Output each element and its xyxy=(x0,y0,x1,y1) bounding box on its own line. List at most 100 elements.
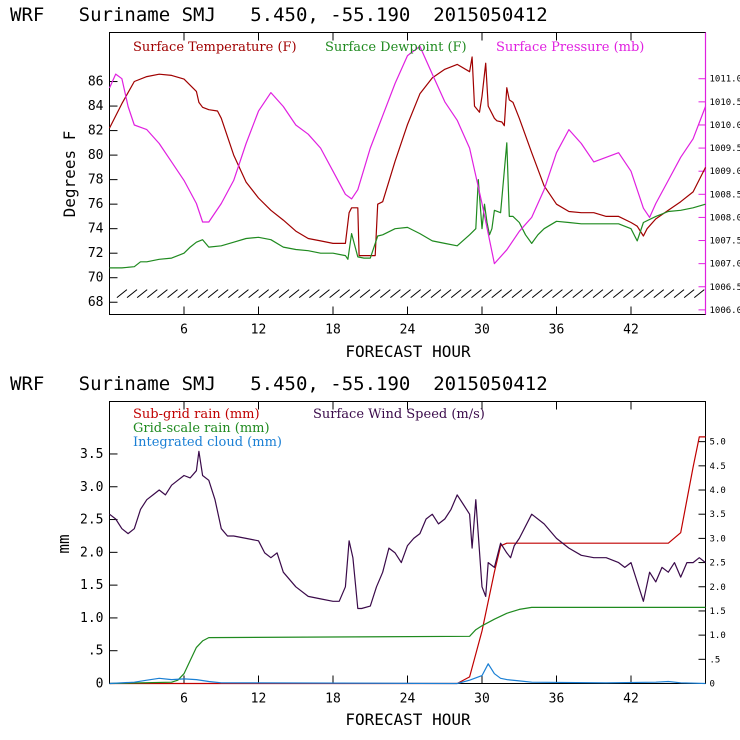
wind-barb xyxy=(238,289,249,299)
wind-barb xyxy=(298,289,310,299)
plot-frame-top xyxy=(109,32,706,315)
legend-wind: Surface Wind Speed (m/s) xyxy=(313,407,485,422)
wind-barb xyxy=(146,289,158,299)
y-label-top: Degrees F xyxy=(60,131,79,218)
y-tick-label: 2.5 xyxy=(80,513,103,528)
y2-tick-label: 1.5 xyxy=(710,607,726,617)
y2-tick-label: 1010.5 xyxy=(710,98,740,108)
y2-tick-label: 1006.5 xyxy=(710,283,740,293)
legend-gridscale: Grid-scale rain (mm) xyxy=(133,421,270,436)
y-tick-label: 1.5 xyxy=(80,578,103,593)
wind-barb xyxy=(278,289,290,299)
wind-barb xyxy=(461,289,472,299)
y2-tick-label: 1008.5 xyxy=(710,190,740,200)
wind-barb xyxy=(542,289,553,299)
wind-barb xyxy=(572,289,584,299)
wind-barb xyxy=(592,289,604,299)
wind-barb xyxy=(653,289,665,299)
temperature-line xyxy=(108,56,707,257)
y-tick-label: 86 xyxy=(88,75,104,90)
wind-barb xyxy=(481,289,492,299)
x-ticks-top: 6 12 18 24 30 36 42 xyxy=(180,32,639,338)
wind-barb xyxy=(582,289,594,299)
wind-barb xyxy=(319,289,330,299)
x-tick-label: 30 xyxy=(474,692,490,707)
wind-barb xyxy=(693,289,705,299)
x-label-top: FORECAST HOUR xyxy=(345,342,471,361)
x-label-bottom: FORECAST HOUR xyxy=(345,710,471,729)
dewpoint-line xyxy=(109,142,706,269)
wind-barb xyxy=(491,289,503,299)
x-tick-label: 18 xyxy=(325,323,341,338)
legend-pressure: Surface Pressure (mb) xyxy=(496,40,644,55)
y-tick-label: 74 xyxy=(88,222,104,237)
pressure-line xyxy=(108,45,707,265)
y-tick-label: 76 xyxy=(88,197,104,212)
y2-tick-label: 2.0 xyxy=(710,583,726,593)
wind-barb xyxy=(531,289,543,299)
x-tick-label: 6 xyxy=(180,692,188,707)
y2-ticks-top: 1006.0 1006.5 1007.0 1007.5 1008.0 1008.5 1009… xyxy=(698,75,740,316)
x-tick-label: 12 xyxy=(251,692,267,707)
wind-barb xyxy=(430,289,442,299)
wind-barb xyxy=(602,289,614,299)
wind-barb xyxy=(136,289,148,299)
wind-barb xyxy=(207,289,219,299)
wind-barb xyxy=(521,289,533,299)
wind-barb xyxy=(501,289,513,299)
y2-tick-label: 1006.0 xyxy=(710,306,740,316)
y2-tick-label: .5 xyxy=(710,655,721,665)
x-ticks-bottom: 6 12 18 24 30 36 42 xyxy=(180,401,639,707)
y2-tick-label: 3.0 xyxy=(710,534,726,544)
series-bottom xyxy=(109,436,706,685)
wind-barb xyxy=(612,289,624,299)
y2-tick-label: 2.5 xyxy=(710,559,726,569)
y-tick-label: 2.0 xyxy=(80,545,103,560)
wind-barb xyxy=(643,289,654,299)
y2-tick-label: 4.0 xyxy=(710,486,726,496)
wind-barb xyxy=(187,289,199,299)
y-tick-label: 1.0 xyxy=(80,611,103,626)
integrated-cloud-line xyxy=(109,663,706,685)
wind-barb xyxy=(349,289,361,299)
wind-barb xyxy=(339,289,351,299)
wind-barb xyxy=(440,289,452,299)
wind-barb xyxy=(268,289,280,299)
y-tick-label: 68 xyxy=(88,295,104,310)
wind-barb xyxy=(288,289,300,299)
wind-speed-line xyxy=(109,450,706,610)
x-tick-label: 30 xyxy=(474,323,490,338)
wind-barb xyxy=(552,289,563,299)
wind-barb xyxy=(663,289,675,299)
y-tick-label: 3.0 xyxy=(80,480,103,495)
y2-tick-label: 1009.0 xyxy=(710,167,740,177)
y2-tick-label: 1010.0 xyxy=(710,121,740,131)
x-tick-label: 24 xyxy=(400,692,416,707)
x-tick-label: 18 xyxy=(325,692,341,707)
wind-barb xyxy=(673,289,685,299)
wind-barb xyxy=(248,289,259,299)
x-tick-label: 36 xyxy=(549,692,565,707)
y2-tick-label: 5.0 xyxy=(710,438,726,448)
x-tick-label: 42 xyxy=(623,323,639,338)
y-ticks-top: 68 70 72 74 76 78 80 82 84 86 xyxy=(88,75,118,310)
y-tick-label: 3.5 xyxy=(80,447,103,462)
chart-title-bottom: WRF Suriname SMJ 5.450, -55.190 20150504… xyxy=(10,373,548,395)
wind-barb xyxy=(177,289,189,299)
wind-barb xyxy=(633,289,644,299)
legend-cloud: Integrated cloud (mm) xyxy=(133,435,282,450)
wind-barb xyxy=(471,289,482,299)
gridscale-rain-line xyxy=(109,606,706,685)
x-tick-label: 36 xyxy=(549,323,565,338)
y2-tick-label: 4.5 xyxy=(710,462,726,472)
wind-barb xyxy=(309,289,320,299)
x-tick-label: 24 xyxy=(400,323,416,338)
wind-barb xyxy=(511,289,523,299)
y2-ticks-bottom: 0 .5 1.0 1.5 2.0 2.5 3.0 3.5 4.0 4.5 5.0 xyxy=(698,438,726,690)
wind-barb xyxy=(228,289,239,299)
wind-barb xyxy=(450,289,462,299)
y2-tick-label: 1008.0 xyxy=(710,213,740,223)
wind-barb xyxy=(157,289,168,299)
x-tick-label: 42 xyxy=(623,692,639,707)
